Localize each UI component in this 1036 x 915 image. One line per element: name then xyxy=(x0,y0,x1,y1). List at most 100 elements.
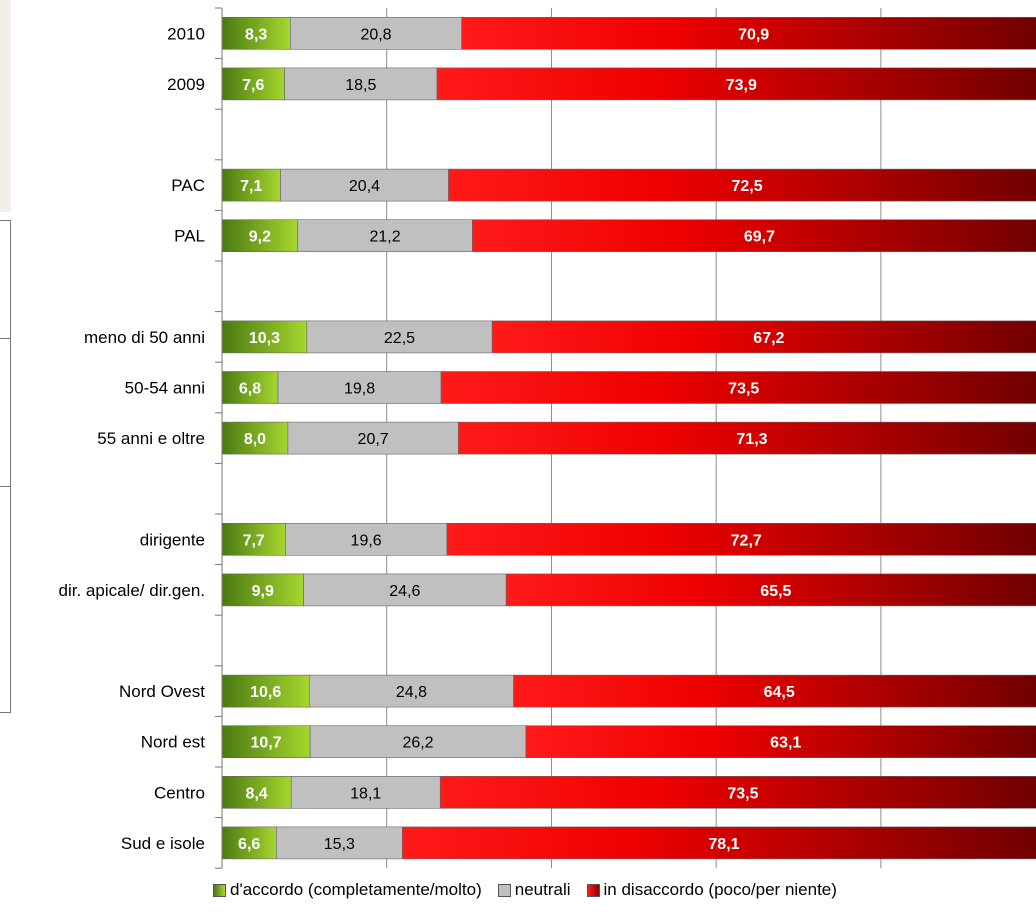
category-label: dir. apicale/ dir.gen. xyxy=(59,581,205,600)
value-label-agree: 9,9 xyxy=(252,583,274,600)
bar-agree xyxy=(221,522,286,556)
bar-neutral xyxy=(297,219,473,252)
category-label: PAL xyxy=(174,227,205,246)
value-label-disagree: 63,1 xyxy=(770,735,801,752)
bar-neutral xyxy=(280,168,449,202)
legend-swatch-neutral xyxy=(497,883,511,897)
category-label: 55 anni e oltre xyxy=(97,429,205,448)
bar-disagree xyxy=(491,320,1036,354)
bar-disagree xyxy=(440,371,1036,404)
value-label-disagree: 73,5 xyxy=(728,381,759,398)
legend-label-neutral: neutrali xyxy=(514,880,571,899)
legend-label-disagree: in disaccordo (poco/per niente) xyxy=(603,880,837,899)
bar-neutral xyxy=(284,67,438,101)
category-label: Centro xyxy=(154,783,205,802)
value-label-agree: 10,3 xyxy=(249,330,280,347)
value-label-disagree: 70,9 xyxy=(738,26,769,43)
bar-disagree xyxy=(513,674,1036,708)
legend: d'accordo (completamente/molto) neutrali… xyxy=(213,880,837,900)
category-label: 50-54 anni xyxy=(125,379,205,398)
bar-agree xyxy=(221,219,299,252)
value-label-neutral: 18,5 xyxy=(345,77,376,94)
value-label-disagree: 72,5 xyxy=(731,178,762,195)
value-label-disagree: 72,7 xyxy=(731,532,762,549)
left-tick xyxy=(0,486,11,487)
value-label-neutral: 15,3 xyxy=(324,836,355,853)
left-tick xyxy=(0,220,11,221)
value-label-neutral: 20,4 xyxy=(349,178,380,195)
legend-item-agree: d'accordo (completamente/molto) xyxy=(213,880,482,900)
value-label-agree: 7,7 xyxy=(243,532,265,549)
bar-agree xyxy=(221,725,311,759)
bar-neutral xyxy=(309,674,514,708)
legend-item-disagree: in disaccordo (poco/per niente) xyxy=(586,880,837,900)
bar-agree xyxy=(221,421,289,455)
value-label-disagree: 73,9 xyxy=(726,77,757,94)
bar-neutral xyxy=(303,573,507,607)
value-label-neutral: 24,8 xyxy=(396,684,427,701)
bar-disagree xyxy=(439,775,1036,809)
value-label-agree: 10,6 xyxy=(250,684,281,701)
value-label-agree: 7,6 xyxy=(242,77,264,94)
bars xyxy=(221,16,1036,860)
bar-neutral xyxy=(277,371,442,404)
value-label-agree: 6,6 xyxy=(238,836,260,853)
bar-neutral xyxy=(285,522,448,556)
value-label-disagree: 64,5 xyxy=(764,684,795,701)
bar-disagree xyxy=(448,168,1036,202)
legend-swatch-agree xyxy=(213,883,226,897)
left-panel xyxy=(0,0,11,212)
bar-agree xyxy=(221,573,304,607)
bar-disagree xyxy=(505,573,1036,607)
bar-agree xyxy=(221,16,291,50)
bar-neutral xyxy=(276,826,403,860)
category-label: Nord est xyxy=(141,733,206,752)
left-tick xyxy=(0,338,11,339)
bar-disagree xyxy=(436,67,1036,101)
bar-disagree xyxy=(458,421,1036,455)
value-label-neutral: 21,2 xyxy=(370,229,401,246)
bar-disagree xyxy=(461,16,1036,50)
bar-neutral xyxy=(309,725,527,759)
value-label-neutral: 19,8 xyxy=(344,381,375,398)
value-label-neutral: 20,8 xyxy=(360,26,391,43)
value-label-disagree: 69,7 xyxy=(744,229,775,246)
legend-swatch-disagree xyxy=(586,883,600,897)
category-label: PAC xyxy=(171,176,205,195)
axis xyxy=(215,7,223,869)
value-label-disagree: 65,5 xyxy=(760,583,791,600)
value-label-agree: 9,2 xyxy=(249,229,271,246)
category-label: meno di 50 anni xyxy=(84,328,205,347)
bar-disagree xyxy=(472,219,1036,252)
value-label-neutral: 26,2 xyxy=(402,735,433,752)
value-label-agree: 8,4 xyxy=(245,785,267,802)
value-label-agree: 7,1 xyxy=(240,178,262,195)
value-label-disagree: 73,5 xyxy=(727,785,758,802)
category-label: dirigente xyxy=(140,530,205,549)
value-label-agree: 6,8 xyxy=(239,381,261,398)
category-label: Nord Ovest xyxy=(119,682,205,701)
category-label: 2010 xyxy=(167,24,205,43)
left-decoration xyxy=(0,0,14,915)
value-label-agree: 8,3 xyxy=(245,26,267,43)
value-label-neutral: 19,6 xyxy=(351,532,382,549)
value-label-disagree: 78,1 xyxy=(708,836,739,853)
value-label-agree: 8,0 xyxy=(244,431,266,448)
value-label-neutral: 20,7 xyxy=(358,431,389,448)
category-label: 2009 xyxy=(167,75,205,94)
left-tick xyxy=(0,712,11,713)
legend-label-agree: d'accordo (completamente/molto) xyxy=(230,880,482,899)
value-label-neutral: 18,1 xyxy=(350,785,381,802)
bar-neutral xyxy=(287,421,459,455)
labels: 2010 8,3 20,8 70,9 2009 7,6 18,5 73,9 PAC 7,1 20,4… xyxy=(59,24,802,853)
bar-neutral xyxy=(290,775,441,809)
left-divider xyxy=(10,220,11,712)
value-label-neutral: 22,5 xyxy=(384,330,415,347)
bar-neutral xyxy=(306,320,493,354)
value-label-neutral: 24,6 xyxy=(389,583,420,600)
value-label-agree: 10,7 xyxy=(250,735,281,752)
bar-disagree xyxy=(402,826,1036,860)
value-label-disagree: 67,2 xyxy=(753,330,784,347)
value-label-disagree: 71,3 xyxy=(736,431,767,448)
legend-item-neutral: neutrali xyxy=(497,880,571,900)
